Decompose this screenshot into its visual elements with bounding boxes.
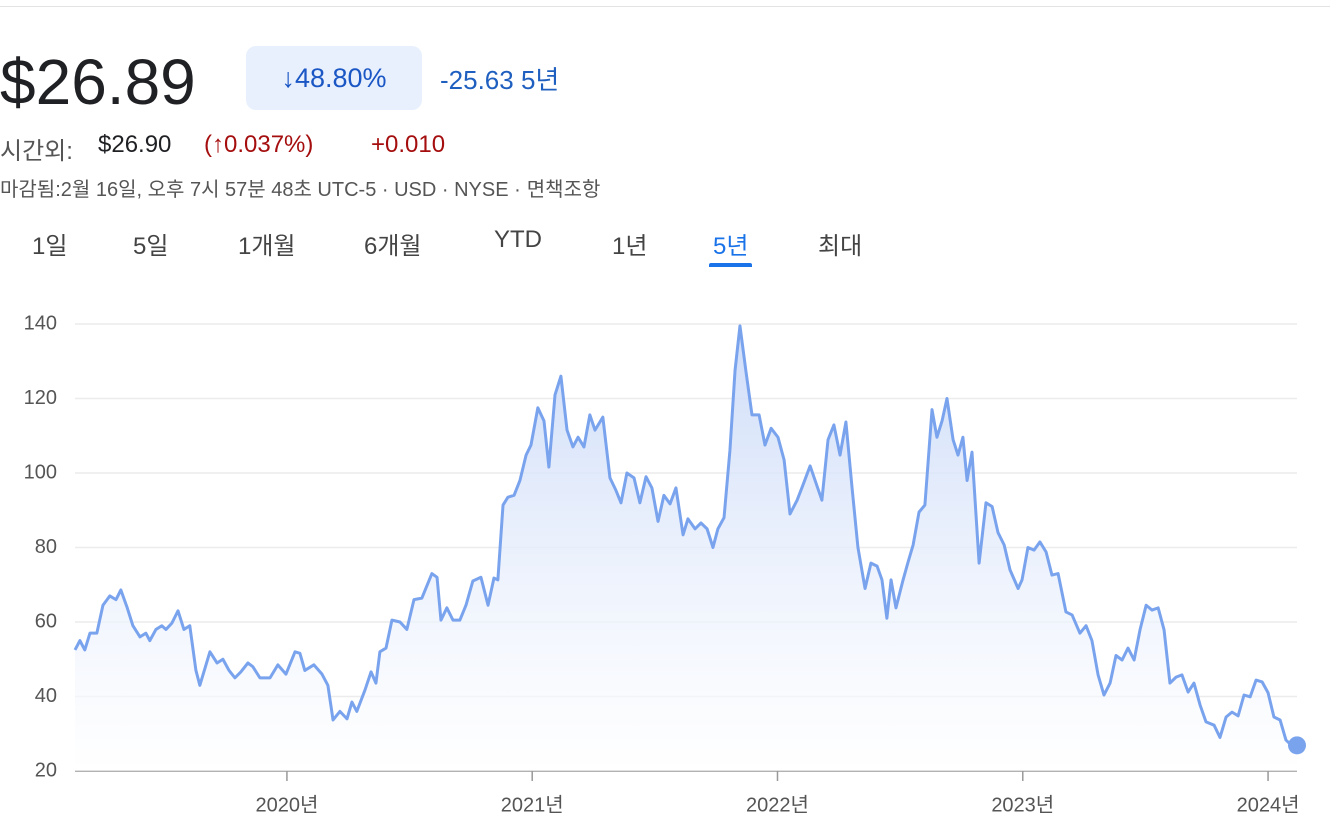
- range-tab[interactable]: 1년: [612, 233, 648, 260]
- disclaimer-link[interactable]: 면책조항: [526, 179, 601, 201]
- price: $26.89: [0, 46, 196, 118]
- range-tab[interactable]: YTD: [494, 226, 542, 253]
- status-text: 마감됨:2월 16일, 오후 7시 57분 48초 UTC-5 · USD · …: [0, 179, 521, 201]
- status: 마감됨:2월 16일, 오후 7시 57분 48초 UTC-5 · USD · …: [0, 173, 600, 202]
- change-pct-badge: ↓48.80%: [246, 46, 422, 110]
- y-tick-label: 60: [35, 610, 57, 632]
- area: [75, 325, 1297, 771]
- x-tick-label: 2023년: [991, 793, 1054, 816]
- range-tab[interactable]: 최대: [818, 233, 863, 260]
- range-tab[interactable]: 5년: [713, 233, 749, 260]
- price-line: [73, 324, 1298, 747]
- after-hours-price: $26.90: [98, 131, 172, 158]
- y-tick-label: 80: [35, 536, 57, 558]
- x-tick-label: 2020년: [255, 793, 318, 816]
- x-tick-label: 2024년: [1237, 793, 1300, 816]
- range-tab[interactable]: 6개월: [364, 233, 422, 260]
- x-tick-label: 2022년: [746, 793, 809, 816]
- range-tab[interactable]: 1개월: [238, 233, 296, 260]
- y-tick-label: 40: [35, 685, 57, 707]
- y-tick-label: 140: [24, 312, 57, 334]
- after-hours-change: +0.010: [371, 131, 446, 158]
- after-hours-label: 시간외:: [0, 138, 73, 165]
- divider: [0, 6, 1330, 7]
- x-tick-label: 2021년: [501, 793, 564, 816]
- after-hours-change-pct: (↑0.037%): [204, 131, 314, 158]
- change-value: -25.63: [440, 65, 514, 95]
- change: -25.63 5년: [440, 60, 559, 97]
- range-tab[interactable]: 1일: [32, 233, 68, 260]
- range-tab[interactable]: 5일: [133, 233, 169, 260]
- last-point: [1288, 736, 1306, 755]
- y-tick-label: 20: [35, 759, 57, 781]
- change-period: 5년: [520, 65, 560, 95]
- tab-underline: [709, 263, 752, 267]
- y-tick-label: 120: [24, 387, 57, 409]
- y-tick-label: 100: [24, 461, 57, 483]
